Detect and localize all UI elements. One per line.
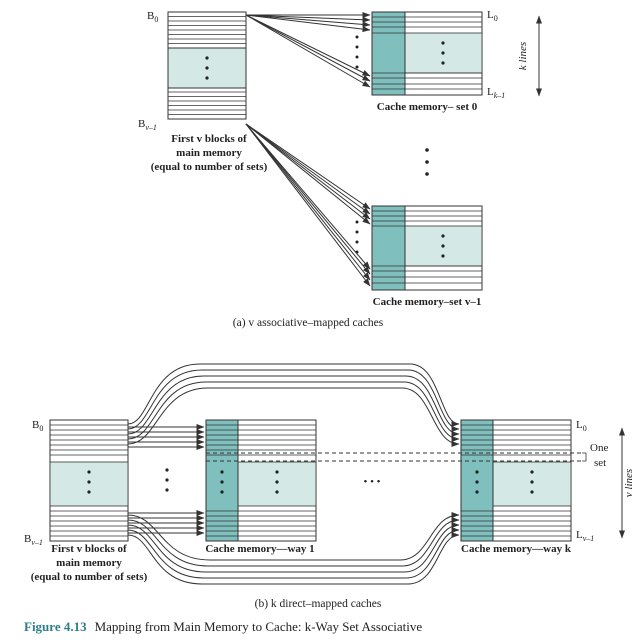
top-first-blocks-2: main memory [176, 147, 242, 159]
part-b-caption: (b) k direct–mapped caches [255, 598, 382, 610]
cache-way-1 [205, 419, 317, 542]
bottom-l0-label: L0 [576, 419, 587, 433]
k-lines-label: k lines [517, 42, 529, 70]
bottom-main-memory [49, 419, 129, 542]
memory-to-wayk-top-arcs [127, 363, 460, 447]
bottom-first-blocks-2: main memory [56, 557, 122, 569]
top-b0-label: B0 [147, 10, 158, 24]
top-l0-label: L0 [487, 9, 498, 23]
ways-ellipsis: • • • [363, 476, 380, 488]
figure-caption: Figure 4.13 Mapping from Main Memory to C… [24, 619, 422, 634]
cache-set-v-1-label: Cache memory–set v–1 [373, 296, 482, 308]
setv1-arrow-ellipsis-icon [355, 220, 359, 254]
one-set-label-1: One [590, 442, 608, 454]
bv1-to-setv1-arrows [245, 123, 371, 287]
cache-way-1-label: Cache memory—way 1 [205, 543, 314, 555]
one-set-dashed [205, 452, 582, 462]
bottom-bv1-label: Bv–1 [24, 533, 43, 547]
bottom-arrow-ellipsis-icon [165, 468, 169, 492]
memory-to-wayk-bottom-arcs [127, 512, 460, 585]
top-lk1-label: Lk–1 [487, 86, 505, 100]
cache-way-k [460, 419, 572, 542]
one-set-bracket [582, 452, 587, 462]
set0-arrow-ellipsis-icon [355, 35, 359, 69]
cache-way-k-label: Cache memory—way k [461, 543, 572, 555]
v-lines-label: v lines [623, 469, 635, 497]
cache-set-v-1 [371, 205, 483, 291]
memory-to-way1-arrows [128, 424, 205, 536]
bottom-first-blocks-1: First v blocks of [51, 543, 127, 555]
top-first-blocks-1: First v blocks of [171, 133, 247, 145]
top-main-ellipsis-icon [205, 56, 209, 80]
one-set-label-2: set [594, 457, 606, 469]
bottom-b0-label: B0 [32, 419, 43, 433]
top-bv1-label: Bv–1 [138, 118, 157, 132]
part-a: B0 Bv–1 First v blocks of main memory (e… [138, 9, 542, 329]
cache-set-0 [371, 11, 483, 96]
top-first-blocks-3: (equal to number of sets) [151, 161, 268, 173]
top-main-memory [167, 11, 247, 120]
sets-ellipsis-icon [425, 148, 429, 176]
part-b: B0 Bv–1 First v blocks of main memory (e… [24, 363, 635, 610]
bottom-lv1-label: Lv–1 [576, 529, 594, 543]
part-a-caption: (a) v associative–mapped caches [233, 317, 384, 329]
cache-set-0-label: Cache memory– set 0 [377, 101, 478, 113]
b0-to-set0-arrows [245, 12, 371, 88]
bottom-first-blocks-3: (equal to number of sets) [31, 571, 148, 583]
